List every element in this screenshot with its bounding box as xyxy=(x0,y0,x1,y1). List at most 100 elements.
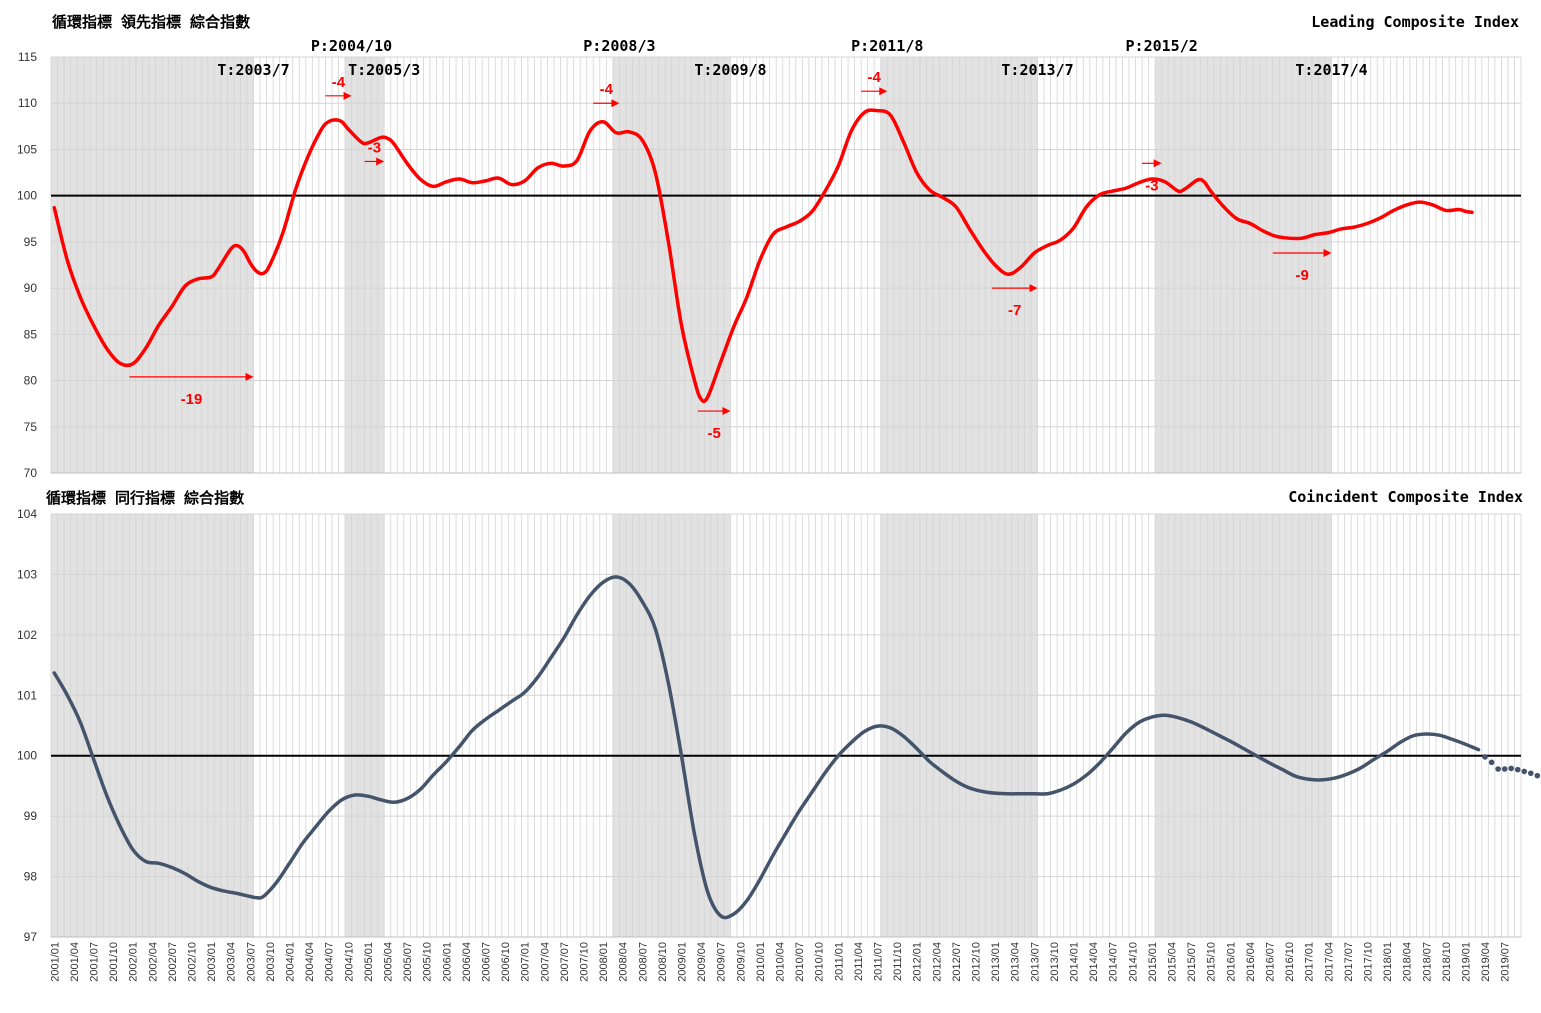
coincident-y-tick-label: 97 xyxy=(24,930,38,944)
lead-months-label: -5 xyxy=(707,425,720,442)
x-tick-label: 2018/07 xyxy=(1421,942,1433,982)
x-tick-label: 2003/10 xyxy=(265,942,277,982)
lead-arrowhead xyxy=(1029,284,1038,293)
x-tick-label: 2011/04 xyxy=(853,942,865,981)
lead-months-label: -3 xyxy=(1145,177,1158,194)
coincident-projected-point xyxy=(1521,768,1528,775)
x-tick-label: 2011/07 xyxy=(872,942,884,981)
coincident-vertical-grid xyxy=(50,514,1522,937)
x-tick-label: 2017/10 xyxy=(1362,942,1374,982)
x-tick-label: 2001/07 xyxy=(88,942,100,982)
lead-months-label: -7 xyxy=(1008,302,1021,319)
x-tick-label: 2008/01 xyxy=(598,942,610,982)
x-tick-label: 2016/10 xyxy=(1284,942,1296,982)
leading-y-tick-label: 90 xyxy=(24,281,38,295)
coincident-y-tick-label: 103 xyxy=(17,567,37,581)
x-tick-label: 2004/01 xyxy=(284,942,296,982)
coincident-y-tick-label: 98 xyxy=(24,870,38,884)
lead-arrowhead xyxy=(1153,159,1162,168)
x-tick-label: 2011/01 xyxy=(833,942,845,981)
x-tick-label: 2006/01 xyxy=(441,942,453,982)
x-tick-label: 2017/01 xyxy=(1304,942,1316,982)
x-tick-label: 2007/01 xyxy=(520,942,532,982)
coincident-y-tick-label: 102 xyxy=(17,628,37,642)
coincident-projected-point xyxy=(1528,770,1534,777)
x-tick-label: 2014/04 xyxy=(1088,942,1100,982)
leading-series-line xyxy=(52,108,1474,404)
leading-y-tick-label: 95 xyxy=(24,235,38,249)
lead-arrowhead xyxy=(376,157,385,166)
x-tick-label: 2018/04 xyxy=(1402,942,1414,982)
coincident-projected-point xyxy=(1501,766,1508,772)
x-tick-label: 2004/10 xyxy=(343,942,355,982)
coincident-y-tick-label: 104 xyxy=(17,507,37,521)
turning-point-label: T:2013/7 xyxy=(1001,61,1073,79)
leading-y-tick-label: 75 xyxy=(24,420,38,434)
x-tick-label: 2003/04 xyxy=(226,942,238,982)
x-tick-label: 2013/01 xyxy=(990,942,1002,982)
coincident-projected-point xyxy=(1488,759,1495,766)
x-tick-label: 2007/04 xyxy=(539,942,551,982)
coincident-chart: 97 98 99 100 101 102 103 104 2001/01 2001/04 2001/… xyxy=(17,507,1541,982)
x-tick-label: 2013/07 xyxy=(1029,942,1041,982)
x-tick-label: 2003/07 xyxy=(245,942,257,982)
lead-arrowhead xyxy=(1323,248,1332,257)
x-tick-label: 2014/07 xyxy=(1108,942,1120,982)
lead-months-label: -4 xyxy=(868,69,882,86)
x-tick-label: 2015/01 xyxy=(1147,942,1159,982)
x-tick-label: 2016/01 xyxy=(1225,942,1237,982)
lead-months-label: -4 xyxy=(600,81,614,98)
coincident-projected-point xyxy=(1495,766,1501,772)
x-tick-label: 2006/07 xyxy=(480,942,492,982)
x-tick-label: 2006/10 xyxy=(500,942,512,982)
x-tick-label: 2009/07 xyxy=(716,942,728,982)
x-tick-label: 2019/07 xyxy=(1500,942,1512,982)
x-tick-label: 2002/01 xyxy=(128,942,140,982)
x-tick-label: 2005/04 xyxy=(382,942,394,982)
x-tick-label: 2013/04 xyxy=(1010,942,1022,982)
x-tick-label: 2014/10 xyxy=(1127,942,1139,982)
coincident-y-tick-label: 101 xyxy=(17,688,37,702)
coincident-series-line xyxy=(52,575,1481,920)
x-tick-label: 2008/04 xyxy=(618,942,630,982)
leading-y-tick-label: 115 xyxy=(18,50,37,64)
x-tick-label: 2019/04 xyxy=(1480,942,1492,982)
coincident-projected-point xyxy=(1508,765,1514,772)
leading-recession-band xyxy=(51,57,254,473)
x-tick-label: 2001/01 xyxy=(49,942,61,982)
x-tick-label: 2005/07 xyxy=(402,942,414,982)
x-tick-label: 2018/10 xyxy=(1441,942,1453,982)
x-tick-label: 2004/07 xyxy=(324,942,336,982)
x-tick-label: 2018/01 xyxy=(1382,942,1394,982)
x-tick-label: 2009/10 xyxy=(735,942,747,982)
x-tick-label: 2015/04 xyxy=(1166,942,1178,982)
x-tick-label: 2010/04 xyxy=(774,942,786,982)
x-tick-label: 2019/01 xyxy=(1460,942,1472,982)
turning-point-label: P:2004/10 xyxy=(311,37,392,55)
x-tick-label: 2005/10 xyxy=(422,942,434,982)
lead-months-label: -9 xyxy=(1295,267,1308,284)
x-tick-label: 2008/10 xyxy=(657,942,669,982)
x-tick-label: 2010/01 xyxy=(755,942,767,982)
x-tick-label: 2013/10 xyxy=(1049,942,1061,982)
x-tick-label: 2005/01 xyxy=(363,942,375,982)
leading-recession-band xyxy=(1155,57,1332,473)
coincident-recession-band xyxy=(51,514,254,937)
turning-point-label: T:2017/4 xyxy=(1295,61,1367,79)
x-tick-label: 2010/07 xyxy=(794,942,806,982)
leading-y-tick-label: 100 xyxy=(17,189,37,203)
lead-arrowhead xyxy=(611,99,620,108)
leading-vertical-grid xyxy=(50,57,1522,473)
x-tick-label: 2014/01 xyxy=(1068,942,1080,982)
x-tick-label: 2011/10 xyxy=(892,942,904,981)
x-tick-label: 2002/04 xyxy=(147,942,159,982)
x-tick-label: 2002/10 xyxy=(186,942,198,982)
coincident-y-tick-label: 100 xyxy=(17,749,37,763)
leading-y-tick-label: 110 xyxy=(18,96,37,110)
x-tick-label: 2003/01 xyxy=(206,942,218,982)
x-tick-label: 2016/07 xyxy=(1264,942,1276,982)
leading-y-tick-label: 70 xyxy=(24,466,38,480)
turning-point-label: P:2011/8 xyxy=(851,37,923,55)
x-tick-label: 2001/10 xyxy=(108,942,120,982)
